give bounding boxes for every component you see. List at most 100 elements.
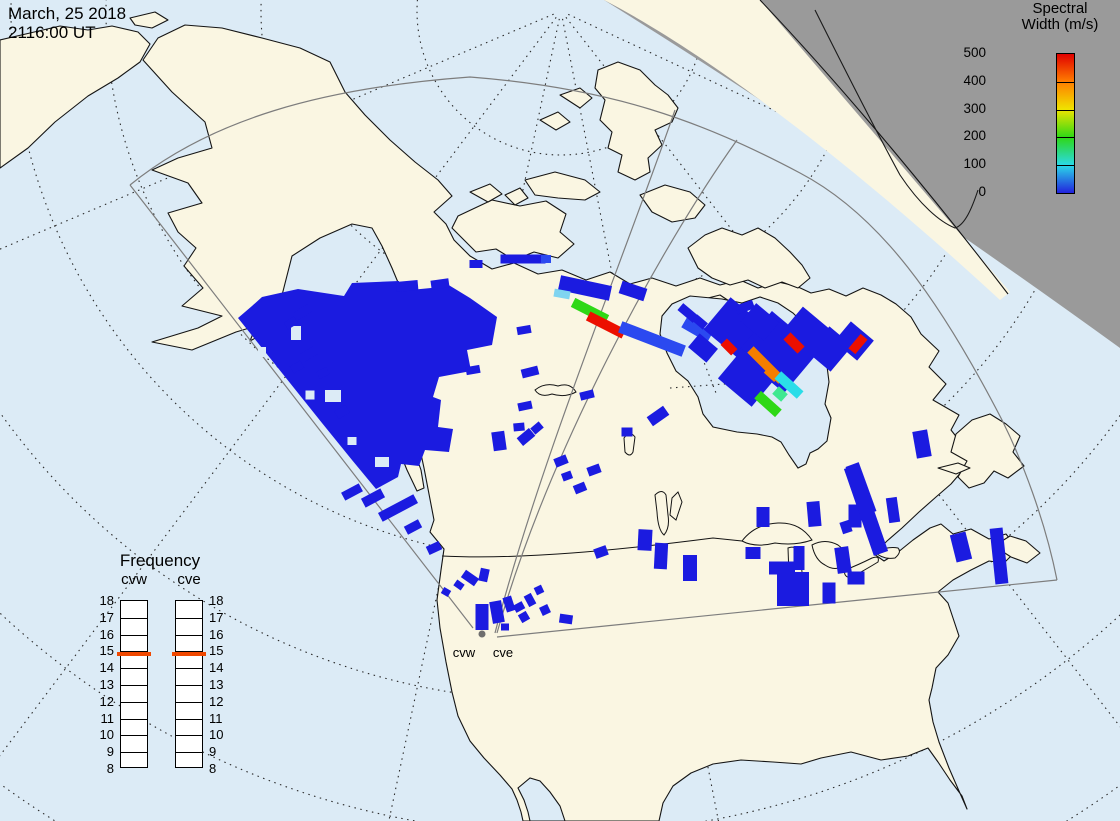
data-cell (912, 429, 932, 459)
greenland-lit-strip (604, 0, 1010, 300)
colorbar-tick-label: 400 (963, 72, 986, 88)
frequency-scale-divider (176, 752, 202, 754)
frequency-scale-cve (175, 600, 203, 768)
data-cell (502, 595, 516, 613)
data-cell (586, 463, 602, 477)
frequency-col-label-cvw: cvw (121, 571, 147, 588)
data-cell (299, 346, 319, 362)
frequency-tick-label: 16 (99, 626, 114, 642)
data-cell (560, 470, 574, 482)
terminator-shade (604, 0, 1120, 348)
data-cell (465, 364, 481, 376)
landmass-arctic-island (687, 227, 811, 289)
data-cell (834, 546, 852, 574)
frequency-legend-title: Frequency (119, 551, 201, 570)
lake-outline (623, 433, 636, 456)
data-cell (822, 582, 836, 604)
site-label-cvw: cvw (453, 645, 476, 660)
data-cell (558, 613, 574, 625)
greenland-outline-in-shadow (814, 9, 979, 229)
frequency-tick-label: 14 (209, 660, 224, 676)
landmass-arctic-island (594, 61, 679, 181)
data-cell (553, 288, 571, 300)
frequency-tick-label: 11 (100, 710, 115, 726)
frequency-scale-divider (121, 718, 147, 720)
data-cell (517, 610, 531, 624)
colorbar-divider (1057, 81, 1074, 83)
data-cell (769, 561, 795, 575)
data-cells-layer (238, 254, 1106, 631)
data-cell (572, 481, 588, 495)
lake-winnipeg (654, 491, 669, 536)
data-cell (403, 519, 423, 535)
site-label-cve: cve (493, 645, 513, 660)
data-cell (558, 275, 612, 301)
frequency-scale-divider (176, 718, 202, 720)
colorbar-tick-label: 200 (963, 128, 986, 144)
data-cell (843, 464, 889, 556)
frequency-scale-divider (121, 668, 147, 670)
data-cell (523, 592, 537, 608)
data-cell (949, 531, 973, 563)
data-cell (491, 430, 507, 452)
scatter-gap (347, 437, 357, 445)
west-scatter-region (238, 281, 497, 489)
landmass-arctic-island (539, 111, 571, 131)
data-cell (793, 546, 805, 570)
frequency-scale-divider (176, 735, 202, 737)
frequency-tick-label: 15 (209, 643, 224, 659)
landmass-arctic-island (469, 183, 503, 203)
frequency-tick-label: 18 (99, 593, 114, 608)
data-cell (553, 454, 569, 468)
frequency-scale-divider (121, 752, 147, 754)
landmass-nova-scotia (993, 535, 1041, 564)
data-cell (745, 547, 761, 559)
frequency-scale-divider (176, 617, 202, 619)
colorbar (1056, 53, 1075, 194)
colorbar-title-line2: Width (m/s) (1021, 16, 1099, 33)
colorbar-divider (1057, 109, 1074, 111)
radar-site-labels: cvw cve (453, 645, 513, 660)
fov-right-edge (496, 579, 1058, 638)
fov-mid-edge-west (494, 109, 676, 634)
landmass-arctic-island (524, 171, 601, 201)
data-cell (513, 422, 525, 432)
scatter-gap (291, 326, 301, 340)
frequency-tick-label: 10 (209, 727, 224, 743)
colorbar-divider (1057, 165, 1074, 167)
data-cell (720, 338, 738, 356)
data-cell (806, 500, 822, 528)
data-cell (618, 280, 648, 302)
data-cell (520, 365, 540, 379)
data-cell (360, 488, 386, 508)
data-cell (283, 316, 299, 330)
data-cell (475, 604, 489, 630)
colorbar-tick-label: 100 (963, 156, 986, 172)
data-cell (754, 390, 782, 418)
data-cell (848, 333, 868, 355)
frequency-scale-divider (121, 735, 147, 737)
scatter-gap (325, 390, 341, 402)
data-cell (489, 600, 505, 624)
data-cell (377, 494, 419, 522)
data-cell (501, 623, 509, 631)
data-cell (683, 555, 697, 581)
frequency-tick-label: 12 (209, 693, 224, 709)
frequency-tick-label: 13 (99, 677, 114, 692)
data-cell (469, 260, 483, 268)
frequency-tick-label: 9 (209, 744, 217, 760)
frequency-current-marker (117, 651, 151, 656)
frequency-scale-cvw (120, 600, 148, 768)
data-cell (541, 255, 551, 263)
frequency-tick-label: 11 (209, 710, 223, 726)
data-cell (834, 321, 874, 361)
data-cell (533, 584, 545, 596)
landmass-north-america (142, 24, 1019, 821)
frequency-col-label-cve: cve (177, 571, 201, 588)
fov-left-edge (129, 184, 474, 629)
data-cell (692, 314, 708, 330)
frequency-tick-label: 16 (209, 626, 224, 642)
data-cell (516, 428, 536, 446)
data-cell (440, 586, 452, 598)
